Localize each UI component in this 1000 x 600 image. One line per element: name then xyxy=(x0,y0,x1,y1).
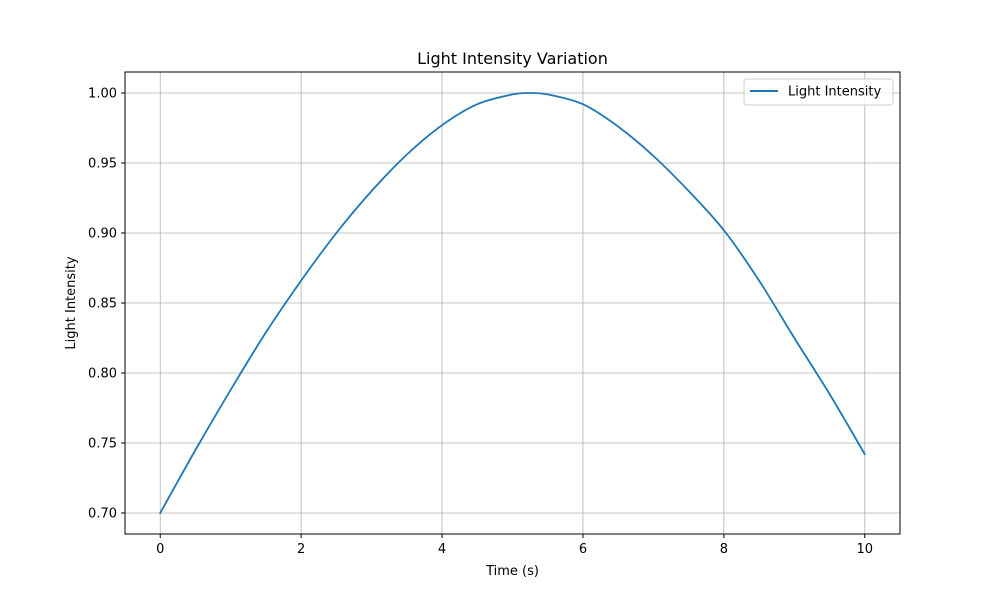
legend-box xyxy=(743,78,894,106)
x-tick-label: 4 xyxy=(438,542,446,557)
y-tick-label: 0.70 xyxy=(88,507,117,522)
grid xyxy=(125,72,900,534)
x-tick-label: 0 xyxy=(156,542,164,557)
y-axis-label: Light Intensity xyxy=(64,256,79,349)
series-line-light-intensity xyxy=(159,92,867,515)
axis-ticks: 0 2 4 6 8 10 0.70 0.75 0.80 0.85 0.90 0.95 1.00 xyxy=(88,87,873,558)
y-tick-label: 0.90 xyxy=(88,227,117,242)
x-axis-label: Time (s) xyxy=(485,564,539,579)
series-layer xyxy=(159,92,867,515)
y-tick-label: 1.00 xyxy=(88,87,117,102)
x-tick-label: 6 xyxy=(579,542,587,557)
y-tick-label: 0.75 xyxy=(88,437,117,452)
y-tick-label: 0.80 xyxy=(88,367,117,382)
legend: Light Intensity xyxy=(743,78,894,106)
x-tick-label: 2 xyxy=(297,542,305,557)
legend-label-light-intensity: Light Intensity xyxy=(788,85,881,100)
x-tick-label: 8 xyxy=(720,542,728,557)
y-tick-label: 0.85 xyxy=(88,297,117,312)
y-tick-label: 0.95 xyxy=(88,157,117,172)
x-tick-label: 10 xyxy=(856,542,873,557)
chart-title: Light Intensity Variation xyxy=(417,49,608,68)
